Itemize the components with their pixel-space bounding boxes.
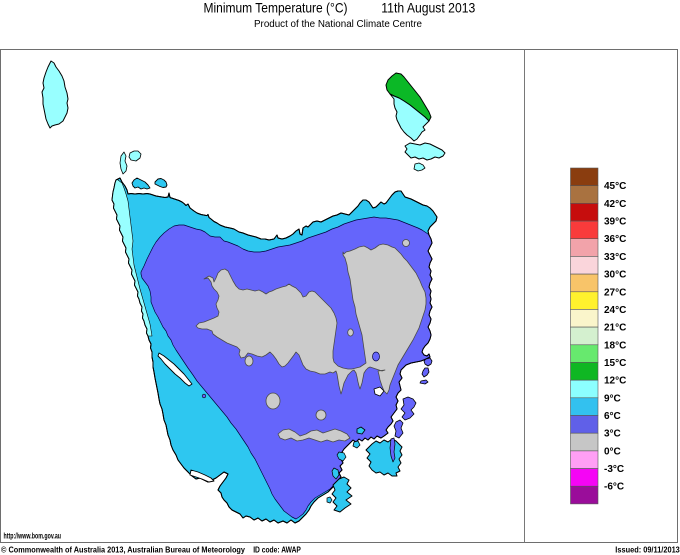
svg-text:ID code: AWAP: ID code: AWAP bbox=[253, 544, 301, 554]
svg-text:11th August 2013: 11th August 2013 bbox=[381, 0, 475, 15]
svg-text:42°C: 42°C bbox=[604, 199, 626, 210]
svg-text:© Commonwealth of Australia 20: © Commonwealth of Australia 2013, Austra… bbox=[1, 544, 245, 554]
svg-text:45°C: 45°C bbox=[604, 181, 626, 192]
svg-text:-3°C: -3°C bbox=[604, 464, 624, 475]
svg-text:6°C: 6°C bbox=[604, 411, 621, 422]
svg-text:30°C: 30°C bbox=[604, 270, 626, 281]
svg-text:0°C: 0°C bbox=[604, 446, 621, 457]
svg-text:Issued: 09/11/2013: Issued: 09/11/2013 bbox=[615, 545, 680, 555]
svg-text:27°C: 27°C bbox=[604, 287, 626, 298]
svg-text:Minimum Temperature (°C): Minimum Temperature (°C) bbox=[204, 0, 348, 15]
svg-text:24°C: 24°C bbox=[604, 305, 626, 316]
svg-text:12°C: 12°C bbox=[604, 376, 626, 387]
svg-text:Product of the National Climat: Product of the National Climate Centre bbox=[254, 19, 422, 30]
svg-text:21°C: 21°C bbox=[604, 323, 626, 334]
svg-text:18°C: 18°C bbox=[604, 340, 626, 351]
svg-text:15°C: 15°C bbox=[604, 358, 626, 369]
svg-text:-6°C: -6°C bbox=[604, 482, 624, 493]
svg-text:36°C: 36°C bbox=[604, 234, 626, 245]
svg-text:39°C: 39°C bbox=[604, 217, 626, 228]
svg-text:9°C: 9°C bbox=[604, 393, 621, 404]
svg-text:33°C: 33°C bbox=[604, 252, 626, 263]
svg-text:http://www.bom.gov.au: http://www.bom.gov.au bbox=[4, 531, 62, 541]
svg-text:3°C: 3°C bbox=[604, 429, 621, 440]
